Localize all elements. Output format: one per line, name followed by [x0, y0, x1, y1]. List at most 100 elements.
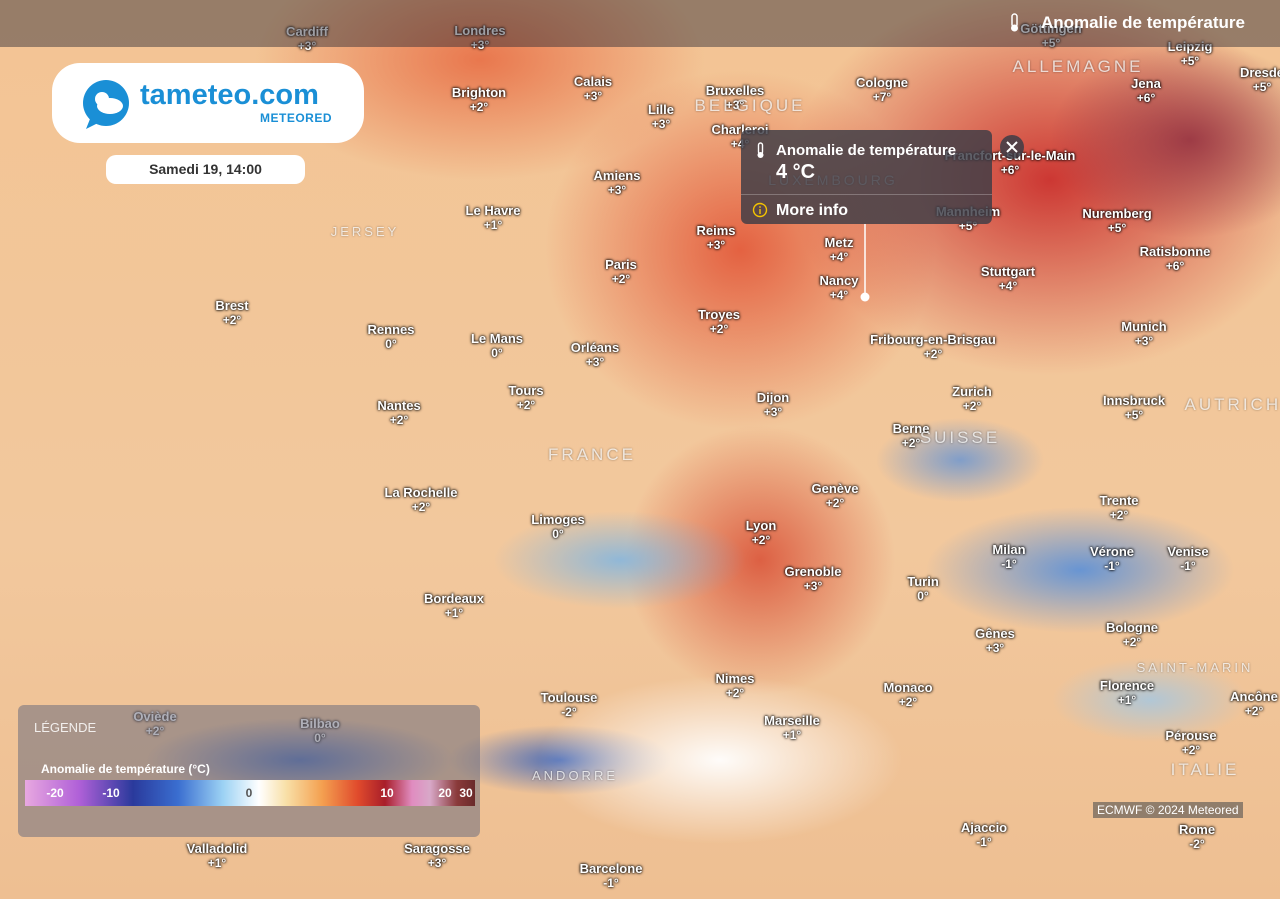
- city-name: Brighton: [451, 85, 507, 100]
- city-name: Pérouse: [1165, 728, 1217, 743]
- city-anomaly: +1°: [444, 606, 464, 620]
- logo[interactable]: tameteo.com METEORED: [52, 63, 364, 143]
- close-button[interactable]: [999, 134, 1025, 160]
- city-anomaly: +5°: [1180, 54, 1200, 68]
- city-label: Turin 0°: [907, 574, 939, 604]
- city-name: Nuremberg: [1082, 206, 1152, 221]
- city-label: Dijon +3°: [757, 390, 790, 420]
- country-label: AUTRICHE: [1184, 395, 1280, 414]
- city-label: Zurich +2°: [952, 384, 992, 414]
- city-name: Rome: [1178, 822, 1216, 837]
- city-anomaly: +3°: [583, 89, 603, 103]
- country-label: ANDORRE: [531, 768, 619, 783]
- city-anomaly: +1°: [483, 218, 503, 232]
- city-name: Zurich: [952, 384, 992, 399]
- city-name: Berne: [892, 421, 930, 436]
- country-label: SUISSE: [919, 428, 1001, 447]
- city-anomaly: +2°: [516, 398, 536, 412]
- city-anomaly: 0°: [385, 337, 397, 351]
- city-label: Brest +2°: [215, 298, 248, 328]
- legend-tick-label: -10: [102, 786, 120, 800]
- city-label: Dresde +5°: [1240, 65, 1280, 95]
- city-anomaly: +4°: [829, 250, 849, 264]
- city-name: Metz: [824, 235, 854, 250]
- city-label: Berne +2°: [893, 421, 930, 451]
- city-label: Calais +3°: [574, 74, 612, 104]
- city-label: Munich +3°: [1121, 319, 1167, 349]
- country-label: ITALIE: [1170, 760, 1240, 779]
- city-name: Troyes: [698, 307, 740, 322]
- city-name: Ratisbonne: [1139, 244, 1211, 259]
- logo-brand: METEORED: [259, 111, 332, 125]
- city-label: Ratisbonne +6°: [1140, 244, 1211, 274]
- city-name: Florence: [1099, 678, 1155, 693]
- city-anomaly: +1°: [1117, 693, 1137, 707]
- city-name: Stuttgart: [980, 264, 1036, 279]
- city-anomaly: +3°: [651, 117, 671, 131]
- city-name: Nancy: [819, 273, 859, 288]
- city-label: Nantes +2°: [377, 398, 420, 428]
- city-label: Saragosse +3°: [404, 841, 470, 871]
- city-name: Monaco: [883, 680, 933, 695]
- city-label: Metz +4°: [825, 235, 854, 265]
- city-anomaly: +2°: [1109, 508, 1129, 522]
- city-anomaly: +7°: [872, 90, 892, 104]
- city-anomaly: +1°: [207, 856, 227, 870]
- logo-icon: [83, 80, 129, 129]
- city-anomaly: +5°: [1041, 36, 1061, 50]
- city-name: Londres: [454, 23, 506, 38]
- tooltip: Anomalie de température 4 °C More info: [741, 130, 992, 224]
- city-anomaly: +3°: [706, 238, 726, 252]
- city-name: Leipzig: [1167, 39, 1213, 54]
- city-label: Bordeaux +1°: [424, 591, 484, 621]
- city-label: Pérouse +2°: [1165, 728, 1216, 758]
- legend: LÉGENDE Anomalie de température (°C) -20…: [18, 705, 480, 837]
- city-label: Brighton +2°: [452, 85, 506, 115]
- city-name: Le Mans: [470, 331, 524, 346]
- city-anomaly: +6°: [1136, 91, 1156, 105]
- city-label: Jena +6°: [1131, 76, 1161, 106]
- city-label: Florence +1°: [1100, 678, 1154, 708]
- city-name: Nimes: [715, 671, 755, 686]
- city-anomaly: +2°: [751, 533, 771, 547]
- city-anomaly: +2°: [709, 322, 729, 336]
- city-name: Barcelone: [579, 861, 643, 876]
- date-pill[interactable]: Samedi 19, 14:00: [106, 155, 305, 184]
- city-anomaly: -1°: [1001, 557, 1017, 571]
- city-label: Ajaccio -1°: [961, 820, 1007, 850]
- country-label: BELGIQUE: [694, 96, 806, 115]
- city-label: Limoges 0°: [531, 512, 584, 542]
- city-anomaly: +2°: [389, 413, 409, 427]
- city-anomaly: +2°: [1122, 635, 1142, 649]
- tooltip-title: Anomalie de température: [776, 142, 957, 159]
- city-anomaly: +4°: [998, 279, 1018, 293]
- city-name: Amiens: [593, 168, 641, 183]
- city-label: Marseille +1°: [764, 713, 820, 743]
- city-name: Venise: [1167, 544, 1209, 559]
- city-anomaly: -1°: [603, 876, 619, 890]
- city-anomaly: +3°: [470, 38, 490, 52]
- pointer-dot: [860, 292, 870, 302]
- city-label: Fribourg-en-Brisgau +2°: [870, 332, 996, 362]
- city-anomaly: +2°: [923, 347, 943, 361]
- city-anomaly: -1°: [1180, 559, 1196, 573]
- city-name: Nantes: [377, 398, 421, 413]
- city-label: Cardiff +3°: [286, 24, 328, 54]
- city-anomaly: +3°: [1134, 334, 1154, 348]
- logo-name: tameteo.com: [140, 79, 319, 111]
- city-name: Gênes: [975, 626, 1015, 641]
- city-name: Dresde: [1239, 65, 1280, 80]
- city-name: Dijon: [756, 390, 790, 405]
- legend-scale: [25, 780, 475, 806]
- city-name: Paris: [605, 257, 637, 272]
- city-anomaly: +2°: [411, 500, 431, 514]
- city-name: Trente: [1099, 493, 1139, 508]
- city-name: Grenoble: [784, 564, 842, 579]
- more-info-link[interactable]: More info: [776, 202, 848, 219]
- city-anomaly: +2°: [469, 100, 489, 114]
- city-anomaly: +1°: [782, 728, 802, 742]
- city-anomaly: +2°: [725, 686, 745, 700]
- city-name: Marseille: [764, 713, 820, 728]
